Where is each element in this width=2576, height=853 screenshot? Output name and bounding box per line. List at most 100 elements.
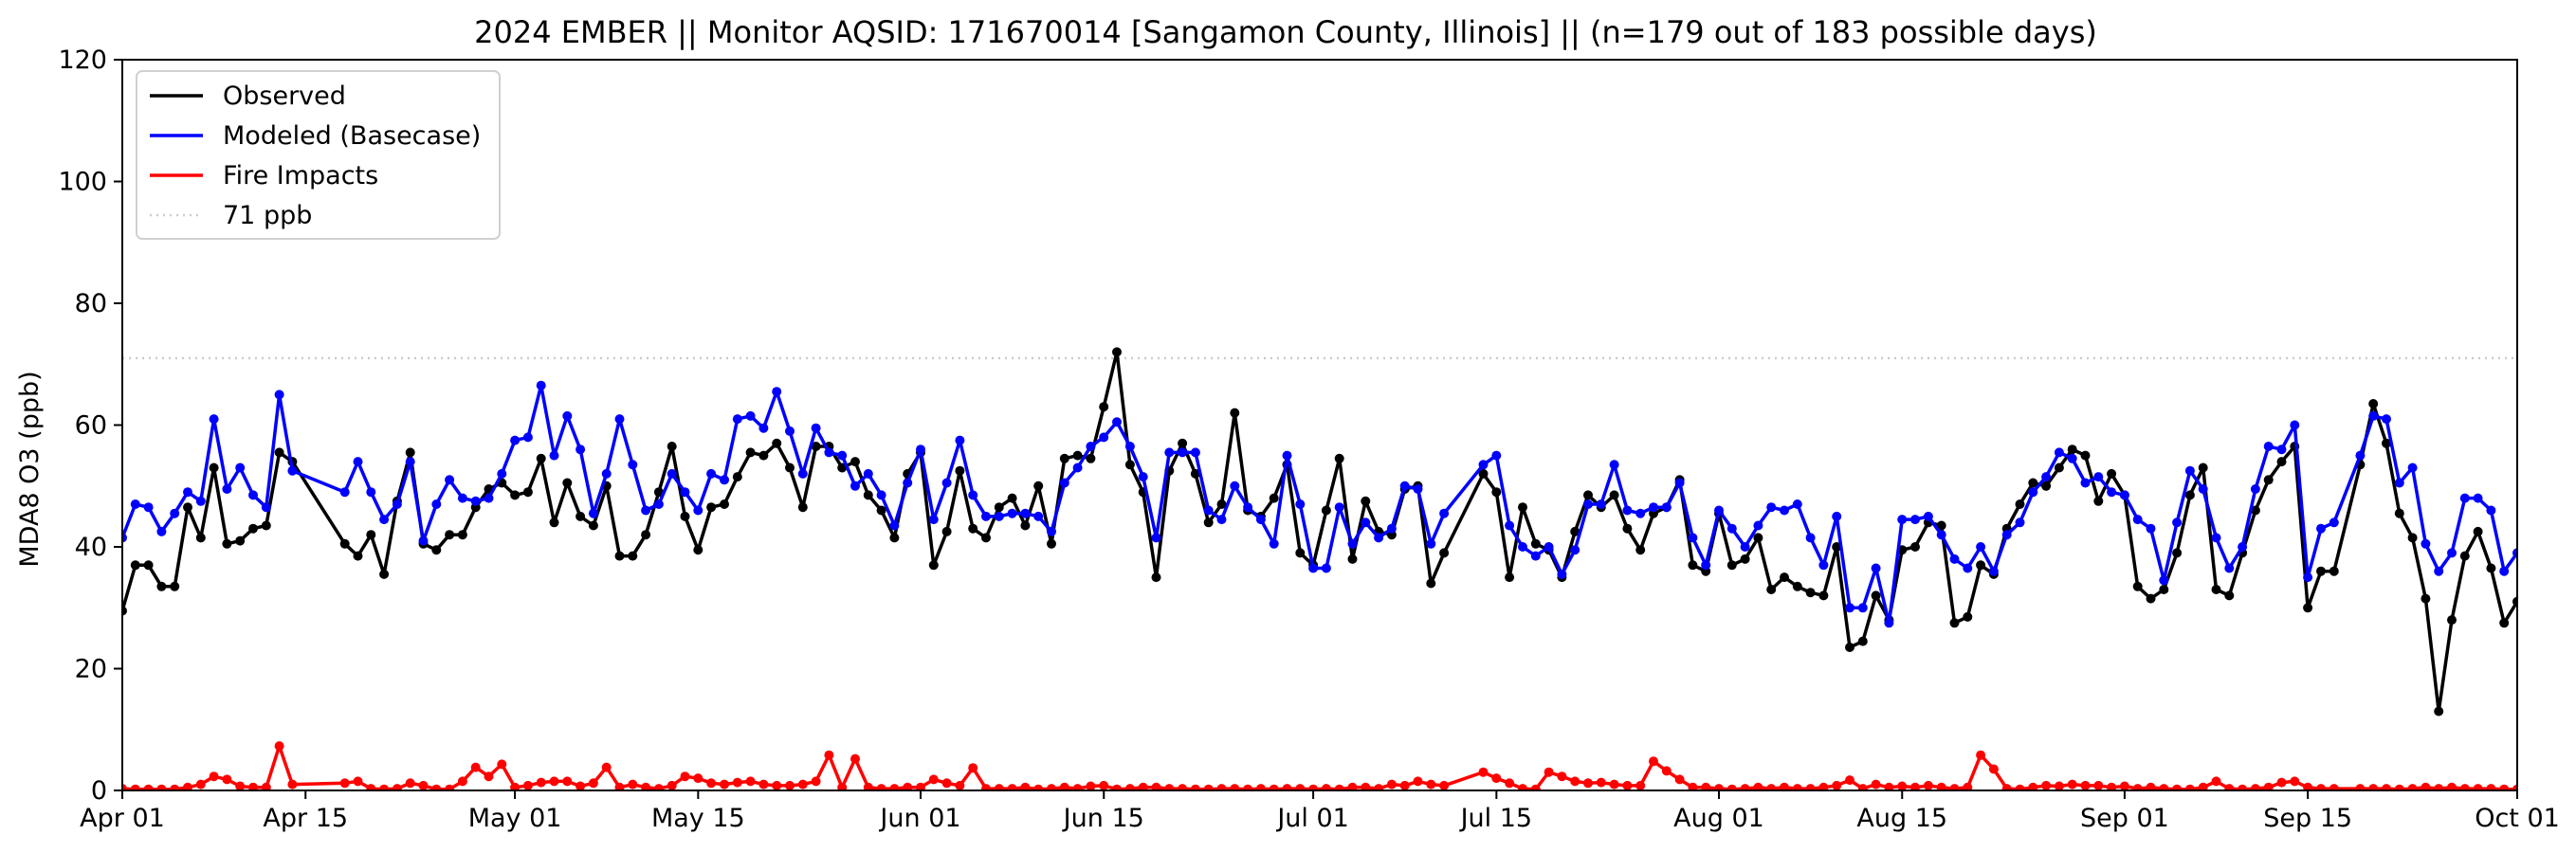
data-point-fire-impacts <box>2238 784 2248 790</box>
data-point-modeled-basecase <box>1112 417 1122 427</box>
data-point-fire-impacts <box>2290 776 2300 787</box>
data-point-modeled-basecase <box>261 502 271 513</box>
data-point-fire-impacts <box>1884 782 1894 790</box>
data-point-observed <box>1007 493 1017 503</box>
data-point-observed <box>1216 499 1227 509</box>
data-point-fire-impacts <box>1399 780 1410 790</box>
data-point-observed <box>2015 499 2025 509</box>
data-point-observed <box>2250 505 2260 516</box>
data-point-observed <box>2211 585 2221 594</box>
data-point-modeled-basecase <box>130 499 140 509</box>
data-point-modeled-basecase <box>2355 450 2366 461</box>
data-point-fire-impacts <box>706 778 717 789</box>
data-point-modeled-basecase <box>2224 563 2235 573</box>
data-point-fire-impacts <box>1086 781 1096 790</box>
data-point-fire-impacts <box>222 774 232 785</box>
data-point-observed <box>1099 402 1109 412</box>
data-point-fire-impacts <box>641 782 651 790</box>
data-point-observed <box>889 533 900 543</box>
data-point-observed <box>1439 548 1450 558</box>
data-point-observed <box>758 450 769 461</box>
data-point-modeled-basecase <box>1818 560 1829 571</box>
y-axis-label: MDA8 O3 (ppb) <box>15 371 45 567</box>
data-point-modeled-basecase <box>2107 487 2117 498</box>
data-point-fire-impacts <box>2172 784 2183 790</box>
data-point-fire-impacts <box>1818 782 1829 790</box>
data-point-fire-impacts <box>170 784 180 790</box>
data-point-modeled-basecase <box>2093 472 2104 482</box>
data-point-fire-impacts <box>2316 784 2326 790</box>
data-point-fire-impacts <box>1649 756 1658 767</box>
data-point-modeled-basecase <box>2368 410 2379 421</box>
data-point-fire-impacts <box>1151 782 1161 790</box>
data-point-observed <box>1426 578 1436 589</box>
data-point-modeled-basecase <box>1780 505 1789 516</box>
data-point-observed <box>2329 566 2339 576</box>
data-point-fire-impacts <box>2486 784 2496 790</box>
data-point-fire-impacts <box>2276 777 2287 788</box>
data-point-fire-impacts <box>1386 779 1397 789</box>
data-point-modeled-basecase <box>235 463 246 473</box>
data-point-observed <box>1622 523 1633 534</box>
y-tick-label: 120 <box>58 45 107 75</box>
data-point-fire-impacts <box>1753 782 1763 790</box>
data-point-observed <box>1857 636 1868 646</box>
data-point-fire-impacts <box>2512 784 2517 790</box>
data-point-fire-impacts <box>2447 782 2457 790</box>
data-point-modeled-basecase <box>994 511 1004 521</box>
data-point-fire-impacts <box>1269 784 1279 790</box>
data-point-modeled-basecase <box>1949 554 1960 564</box>
data-point-fire-impacts <box>2394 784 2404 790</box>
data-point-fire-impacts <box>797 779 808 789</box>
data-point-modeled-basecase <box>1190 447 1200 458</box>
data-point-observed <box>2159 585 2169 594</box>
data-point-modeled-basecase <box>1033 511 1044 521</box>
data-point-observed <box>863 490 873 500</box>
data-point-modeled-basecase <box>1334 502 1344 513</box>
data-point-fire-impacts <box>1792 784 1802 790</box>
data-point-modeled-basecase <box>653 499 664 509</box>
data-point-fire-impacts <box>2355 784 2366 790</box>
data-point-observed <box>2434 706 2444 717</box>
data-point-observed <box>693 545 703 555</box>
data-point-fire-impacts <box>1976 750 1986 760</box>
data-point-modeled-basecase <box>2486 505 2496 516</box>
data-point-modeled-basecase <box>1688 533 1698 543</box>
data-point-modeled-basecase <box>1726 523 1737 534</box>
data-point-modeled-basecase <box>797 468 808 479</box>
data-point-fire-impacts <box>156 784 167 790</box>
data-point-fire-impacts <box>1033 784 1044 790</box>
data-point-fire-impacts <box>745 776 756 787</box>
y-tick-label: 80 <box>75 289 107 318</box>
x-tick-label: Aug 15 <box>1856 804 1947 833</box>
data-point-observed <box>1230 408 1240 418</box>
data-point-modeled-basecase <box>2459 493 2470 503</box>
data-point-modeled-basecase <box>2119 490 2129 500</box>
legend-label-modeled-basecase: Modeled (Basecase) <box>223 121 481 151</box>
data-point-observed <box>968 523 978 534</box>
data-point-observed <box>772 438 782 448</box>
data-point-fire-impacts <box>732 777 742 788</box>
data-point-fire-impacts <box>183 782 192 790</box>
data-point-observed <box>1047 538 1056 549</box>
data-point-fire-impacts <box>2054 781 2064 790</box>
data-point-observed <box>1570 526 1580 536</box>
data-point-observed <box>156 581 167 591</box>
data-point-modeled-basecase <box>1164 447 1175 458</box>
data-point-fire-impacts <box>2303 782 2313 790</box>
data-point-modeled-basecase <box>575 445 586 455</box>
data-point-modeled-basecase <box>122 533 127 543</box>
data-point-modeled-basecase <box>916 445 925 455</box>
data-point-fire-impacts <box>614 782 625 790</box>
data-point-fire-impacts <box>2067 779 2077 789</box>
data-point-modeled-basecase <box>981 511 991 521</box>
data-point-fire-impacts <box>850 753 860 764</box>
data-point-observed <box>2184 490 2195 500</box>
data-point-modeled-basecase <box>2028 487 2038 498</box>
data-point-modeled-basecase <box>1674 478 1685 488</box>
x-tick-label: Jul 15 <box>1459 804 1533 833</box>
data-point-fire-impacts <box>1374 784 1384 790</box>
data-point-modeled-basecase <box>562 410 573 421</box>
data-point-modeled-basecase <box>2421 538 2431 549</box>
data-point-observed <box>2486 563 2496 573</box>
